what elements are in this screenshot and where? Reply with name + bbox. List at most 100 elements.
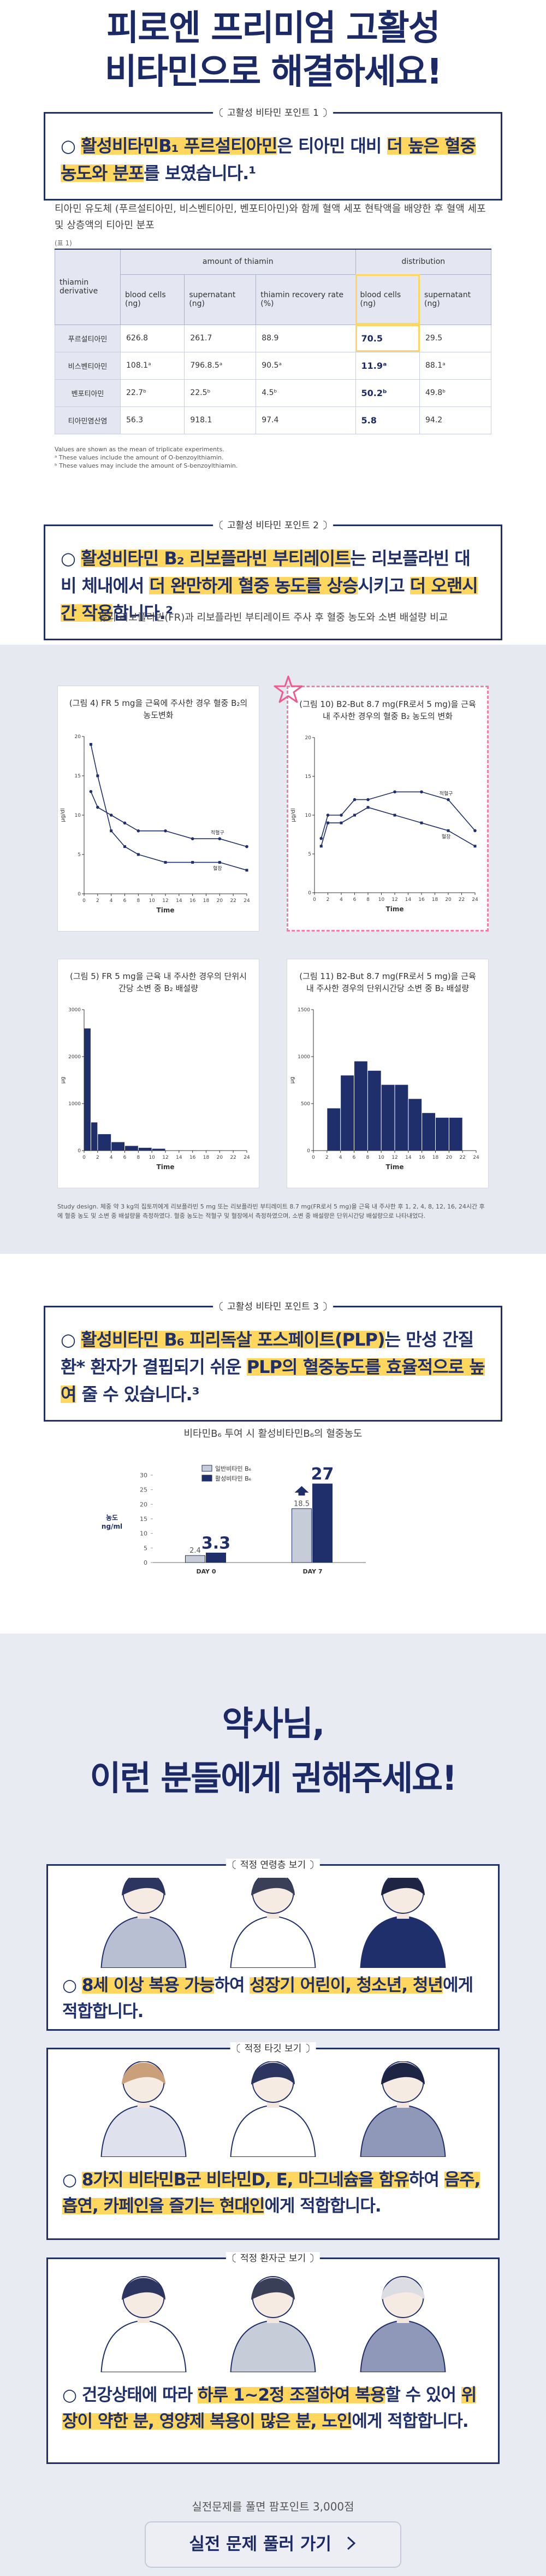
x-tick-label: 18: [203, 898, 210, 904]
person-hair: [381, 2278, 425, 2300]
value-label: 27: [311, 1465, 334, 1484]
x-tick-label: 16: [189, 1155, 196, 1160]
y-tick-label: 20: [140, 1501, 147, 1508]
x-axis-label: Time: [386, 1163, 404, 1171]
x-tick-label: 24: [244, 898, 250, 904]
y-tick-label: 2000: [68, 1054, 81, 1060]
series-line: [90, 744, 247, 871]
y-tick-label: 0: [78, 1148, 81, 1154]
y-tick-label: 5: [144, 1545, 147, 1552]
cta-button[interactable]: 실전 문제 풀러 가기: [145, 2521, 401, 2568]
histogram-bar: [327, 1108, 341, 1151]
text-run: 에게 적합합니다.: [352, 2412, 468, 2431]
series-label: 적혈구: [440, 791, 453, 797]
histogram-bar: [449, 1117, 462, 1151]
y-tick-label: 0: [144, 1559, 147, 1566]
table-cell: 90.5ᵃ: [256, 351, 356, 380]
column-header: blood cells (ng): [120, 274, 185, 325]
figure-chart: 0 2 4 6 8 10 12 14 16 18 20 22 2405101520Timeμg/dl적혈…: [290, 735, 478, 913]
person-body: [230, 2319, 316, 2372]
y-tick-label: 10: [140, 1530, 147, 1537]
y-axis-label: 농도: [106, 1514, 118, 1522]
recommend-card: 적정 환자군 보기 ○ 건강상태에 따라 하루 1~2정 조절하여 복용할 수 …: [46, 2252, 500, 2464]
x-tick-label: 12: [162, 1155, 168, 1160]
data-point: [164, 829, 167, 833]
figure-card: (그림 10) B2-But 8.7 mg(FR로서 5 mg)을 근육 내 주…: [287, 686, 489, 932]
table-cell: 108.1ᵃ: [120, 351, 185, 380]
increase-arrow: [294, 1486, 309, 1496]
legend-swatch: [201, 1465, 212, 1472]
figure-card: (그림 11) B2-But 8.7 mg(FR로서 5 mg)을 근육 내 주…: [287, 959, 489, 1188]
x-tick-label: 2: [96, 1155, 99, 1160]
x-tick-label: 20: [217, 898, 223, 904]
data-point: [164, 860, 167, 864]
person-hair: [251, 2278, 295, 2300]
series-line: [321, 791, 476, 839]
histogram-bar: [408, 1099, 422, 1151]
data-point: [319, 836, 323, 840]
table-cell: 56.3: [120, 406, 185, 434]
y-axis-label: ng/ml: [102, 1523, 122, 1530]
data-point: [366, 798, 370, 801]
x-tick-label: 4: [110, 1155, 113, 1160]
text-run: ○: [62, 2170, 82, 2190]
bar: [206, 1552, 226, 1563]
text-run: ○: [61, 1329, 81, 1350]
table-cell: 94.2: [419, 406, 491, 434]
text-run: 하여: [214, 1976, 250, 1995]
chart-title: 비타민B₆ 투여 시 활성비타민B₆의 혈중농도: [183, 1428, 363, 1440]
data-point: [340, 814, 343, 817]
x-tick-label: 18: [203, 1155, 210, 1160]
x-axis-label: Time: [386, 905, 404, 913]
y-tick-label: 10: [75, 813, 81, 818]
table-cell: 49.8ᵇ: [419, 379, 491, 407]
data-point: [245, 845, 248, 848]
data-point: [191, 837, 194, 840]
card-text: ○ 8세 이상 복용 가능하여 성장기 어린이, 청소년, 청년에게 적합합니다…: [62, 1972, 487, 2025]
table-cell: 4.5ᵇ: [256, 379, 356, 407]
histogram-bar: [84, 1028, 91, 1151]
x-tick-label: 14: [176, 898, 182, 904]
text-run: ○: [62, 1976, 82, 1995]
x-tick-label: 24: [244, 1155, 250, 1160]
x-tick-label: 0: [82, 898, 86, 904]
data-point: [473, 845, 477, 848]
person-body: [360, 1915, 446, 1968]
data-point: [218, 837, 222, 840]
person-body: [100, 2319, 187, 2372]
x-tick-label: 18: [432, 1155, 439, 1160]
recommend-title: 약사님, 이런 분들에게 권해주세요!: [0, 1696, 546, 1806]
figure-title: (그림 5) FR 5 mg을 근육 내 주사한 경우의 단위시간당 소변 중 …: [70, 971, 247, 993]
data-point: [218, 860, 221, 864]
person-hair: [122, 2062, 165, 2085]
figure-card: (그림 5) FR 5 mg을 근육 내 주사한 경우의 단위시간당 소변 중 …: [57, 959, 259, 1188]
x-tick-label: 22: [230, 1155, 236, 1160]
histogram-bar: [152, 1148, 165, 1151]
x-tick-label: 0: [312, 1155, 315, 1160]
series-label: 혈장: [213, 865, 222, 871]
highlight-text: 활성비타민 B₆ 피리독살 포스페이트(PLP): [81, 1329, 385, 1350]
highlight-text: 8가지 비타민B군 비타민D, E, 마그네슘을 함유: [81, 2170, 410, 2190]
table-notes: Values are shown as the mean of triplica…: [55, 445, 491, 470]
y-tick-label: 30: [140, 1472, 147, 1479]
x-tick-label: 24: [473, 1155, 479, 1160]
x-tick-label: 0: [313, 897, 316, 903]
title-line: 피로엔 프리미엄 고활성: [106, 8, 440, 49]
legend-label: 일반비타민 B₆: [215, 1465, 252, 1472]
illustration: [100, 1878, 446, 1968]
person-hair: [381, 1878, 425, 1896]
histogram-bar: [125, 1146, 138, 1151]
y-tick-label: 500: [301, 1101, 310, 1107]
table-note: ᵇ These values may include the amount of…: [55, 462, 238, 469]
y-axis-label: μg: [289, 1077, 295, 1084]
table-row: 푸르설티아민 626.8 261.7 88.9 70.5 29.5: [55, 324, 491, 352]
series-label: 혈장: [442, 833, 451, 840]
table-cell: 88.1ᵃ: [419, 351, 491, 380]
data-point: [319, 845, 323, 848]
title-line: 비타민으로 해결하세요!: [104, 52, 442, 92]
histogram-bar: [98, 1134, 111, 1151]
y-axis-label: μg/dl: [290, 808, 296, 822]
legend-label: 활성비타민 B₆: [215, 1475, 252, 1482]
chevron-path: [347, 2536, 355, 2550]
